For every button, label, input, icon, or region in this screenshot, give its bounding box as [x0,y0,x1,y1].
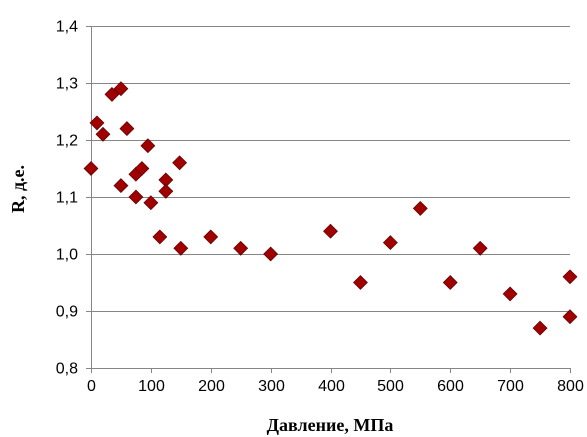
axes-layer [86,26,571,373]
data-points [83,81,578,336]
data-point-1 [89,115,105,131]
x-tick-label: 400 [318,378,345,395]
y-tick-label: 1,4 [56,19,78,36]
x-tick-label: 600 [437,378,464,395]
data-point-12 [152,229,168,245]
y-tick-label: 1,3 [56,76,78,93]
x-tick-label: 500 [377,378,404,395]
data-point-6 [119,121,135,137]
x-tick-label: 0 [87,378,96,395]
data-point-14 [158,183,174,199]
data-point-0 [83,161,99,176]
y-axis-title: R, д.е. [8,165,28,213]
data-point-2 [95,126,111,142]
x-axis-title: Давление, МПа [267,415,394,435]
x-tick-labels: 0 100 200 300 400 500 600 700 800 [87,378,584,395]
data-point-9 [134,161,150,176]
data-point-16 [173,240,189,256]
data-point-15 [172,155,188,171]
data-point-18 [233,240,249,256]
data-point-20 [323,223,338,239]
data-point-4 [113,81,129,97]
y-tick-label: 1,1 [56,190,78,207]
data-point-25 [472,240,488,256]
data-point-11 [143,195,159,211]
data-point-17 [203,229,219,245]
data-point-26 [502,286,518,302]
data-point-3 [104,86,120,102]
x-tick-label: 800 [557,378,584,395]
data-point-5 [113,178,129,194]
data-point-29 [562,309,578,325]
x-tick-label: 100 [138,378,165,395]
x-tick-label: 700 [497,378,524,395]
data-point-21 [353,275,368,290]
data-point-24 [442,275,458,290]
y-tick-label: 0,9 [56,304,78,321]
data-point-28 [562,269,578,285]
data-point-19 [263,246,279,262]
grid-layer [91,26,570,312]
data-point-10 [140,138,156,154]
y-tick-labels: 0,8 0,9 1,0 1,1 1,2 1,3 1,4 [56,19,78,378]
data-point-7 [128,189,144,205]
data-point-27 [532,320,548,336]
x-tick-label: 300 [258,378,285,395]
y-tick-label: 1,0 [56,247,78,264]
x-tick-label: 200 [198,378,225,395]
y-tick-label: 1,2 [56,133,78,150]
data-point-23 [412,200,428,216]
y-tick-label: 0,8 [56,361,78,378]
data-point-22 [382,235,398,251]
